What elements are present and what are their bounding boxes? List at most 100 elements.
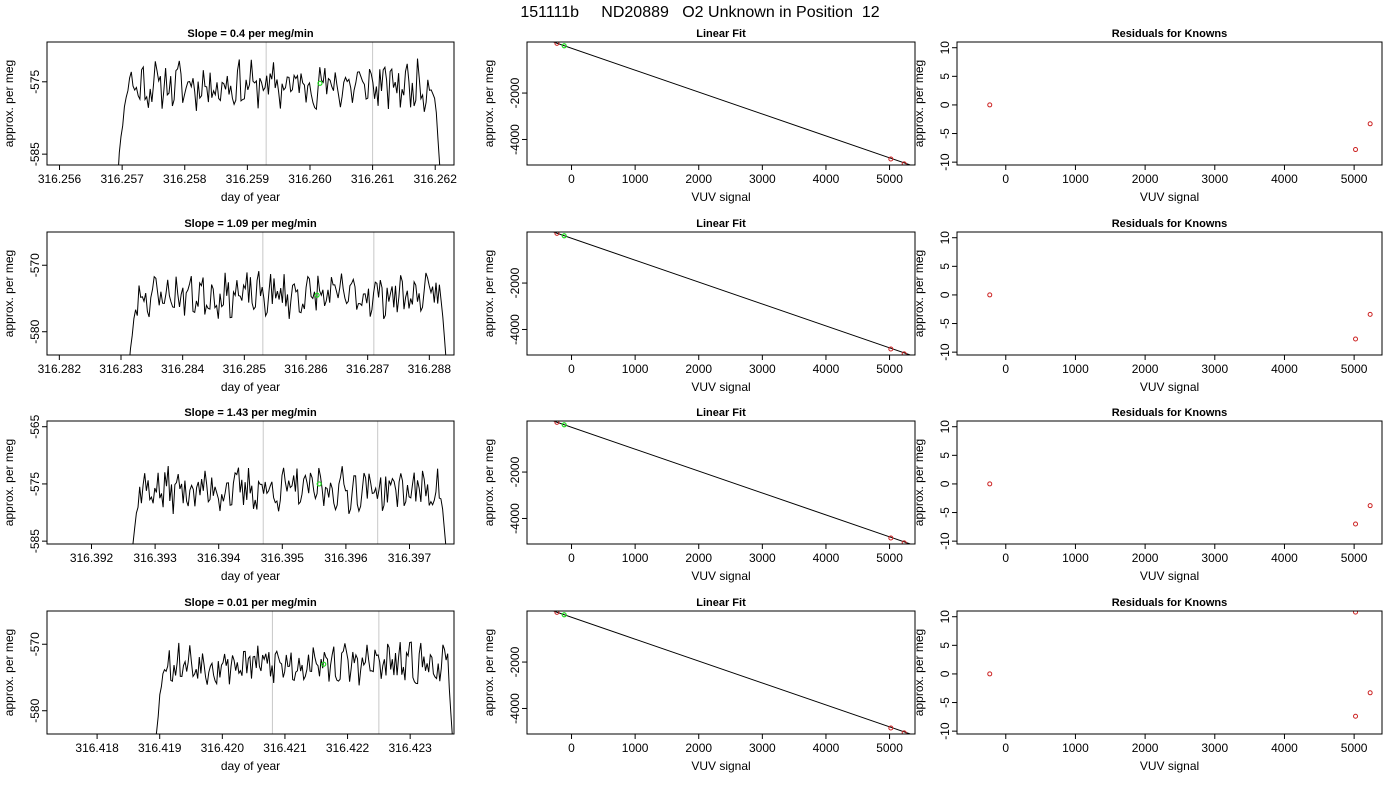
signal-trace — [118, 58, 441, 165]
panel-r4c2: Linear Fit 0 1000 2000 3000 4000 5000 -2000 -400… — [482, 597, 916, 773]
x-tick-label: 2000 — [1132, 551, 1159, 565]
known-point — [888, 725, 894, 731]
x-axis-label: VUV signal — [691, 759, 750, 773]
plot-frame — [46, 610, 455, 735]
known-point — [987, 671, 993, 677]
x-tick-label: 4000 — [813, 551, 840, 565]
x-tick-label: 4000 — [1271, 172, 1298, 186]
x-axis-label: day of year — [221, 380, 280, 394]
panel-title: Slope = 0.01 per meg/min — [184, 597, 317, 609]
plot-area — [551, 232, 912, 355]
x-tick-label: 1000 — [622, 551, 649, 565]
plot-area — [987, 102, 1373, 153]
x-tick-label: 0 — [1002, 172, 1009, 186]
x-tick-label: 0 — [1002, 741, 1009, 755]
y-tick-label: -5 — [938, 318, 952, 329]
known-point — [554, 232, 560, 236]
plot-frame — [46, 420, 455, 545]
y-axis-label: approx. per meg — [2, 439, 16, 526]
y-tick-label: -10 — [938, 722, 952, 740]
x-tick-label: 2000 — [1132, 741, 1159, 755]
x-axis-label: VUV signal — [691, 569, 750, 583]
panel-r2c2: Linear Fit 0 1000 2000 3000 4000 5000 -2000 -400… — [482, 218, 916, 394]
x-tick-label: 316.283 — [99, 362, 143, 376]
y-tick-label: -4000 — [508, 124, 522, 155]
x-axis-label: day of year — [221, 759, 280, 773]
x-tick-label: 1000 — [1062, 741, 1089, 755]
x-tick-label: 316.418 — [75, 741, 119, 755]
plot-frame — [526, 610, 916, 735]
y-tick-label: -580 — [28, 319, 42, 343]
known-point — [987, 102, 993, 108]
x-tick-label: 316.282 — [38, 362, 82, 376]
x-tick-label: 2000 — [685, 172, 712, 186]
known-point — [901, 351, 907, 355]
unknown-point — [561, 422, 567, 428]
x-tick-label: 5000 — [876, 362, 903, 376]
x-tick-label: 316.288 — [408, 362, 452, 376]
plot-area — [551, 611, 912, 734]
y-tick-label: 10 — [938, 231, 952, 245]
x-tick-label: 2000 — [685, 362, 712, 376]
unknown-point — [317, 80, 323, 86]
y-axis-label: approx. per meg — [482, 250, 496, 337]
plot-area — [551, 421, 912, 544]
known-point — [901, 161, 907, 165]
x-tick-label: 316.261 — [351, 172, 395, 186]
x-tick-label: 0 — [568, 551, 575, 565]
x-tick-label: 316.395 — [261, 551, 305, 565]
panel-title: Residuals for Knowns — [1112, 597, 1228, 609]
figure-title: 151111b ND20889 O2 Unknown in Position 1… — [520, 4, 880, 21]
fit-line — [551, 42, 912, 165]
x-tick-label: 316.423 — [388, 741, 432, 755]
x-tick-label: 1000 — [1062, 172, 1089, 186]
y-tick-label: -4000 — [508, 314, 522, 345]
x-tick-label: 0 — [1002, 362, 1009, 376]
x-tick-label: 0 — [568, 362, 575, 376]
x-tick-label: 3000 — [1201, 172, 1228, 186]
y-tick-label: -570 — [28, 632, 42, 656]
panel-title: Residuals for Knowns — [1112, 28, 1228, 40]
x-tick-label: 3000 — [749, 172, 776, 186]
unknown-point — [321, 661, 327, 667]
y-tick-label: -10 — [938, 153, 952, 171]
y-tick-label: -585 — [28, 142, 42, 166]
plot-frame — [46, 41, 455, 166]
y-axis-label: approx. per meg — [912, 629, 926, 716]
known-point — [1367, 121, 1373, 127]
y-tick-label: -585 — [28, 529, 42, 553]
x-axis-label: VUV signal — [691, 380, 750, 394]
y-tick-label: 0 — [938, 670, 952, 677]
plot-frame — [46, 231, 455, 356]
x-tick-label: 2000 — [1132, 172, 1159, 186]
known-point — [901, 540, 907, 544]
signal-trace — [129, 271, 447, 355]
y-tick-label: -2000 — [508, 646, 522, 677]
y-axis-label: approx. per meg — [912, 60, 926, 147]
x-tick-label: 4000 — [813, 741, 840, 755]
x-tick-label: 316.286 — [284, 362, 328, 376]
y-axis-label: approx. per meg — [2, 60, 16, 147]
unknown-point — [561, 612, 567, 618]
y-tick-label: -575 — [28, 69, 42, 93]
panel-r4c3: Residuals for Knowns 0 1000 2000 3000 4000 500… — [912, 597, 1383, 773]
plot-area — [987, 611, 1373, 719]
x-axis-label: VUV signal — [691, 190, 750, 204]
panel-title: Linear Fit — [696, 218, 746, 230]
panel-title: Slope = 0.4 per meg/min — [187, 28, 314, 40]
y-tick-label: 10 — [938, 41, 952, 55]
x-tick-label: 3000 — [749, 551, 776, 565]
x-tick-label: 316.259 — [226, 172, 270, 186]
panel-r3c3: Residuals for Knowns 0 1000 2000 3000 4000 500… — [912, 407, 1383, 583]
y-tick-label: 10 — [938, 420, 952, 434]
y-tick-label: 0 — [938, 101, 952, 108]
y-tick-label: -2000 — [508, 267, 522, 298]
x-tick-label: 316.422 — [326, 741, 370, 755]
x-tick-label: 4000 — [1271, 741, 1298, 755]
known-point — [1353, 521, 1359, 527]
x-tick-label: 316.394 — [197, 551, 241, 565]
x-tick-label: 3000 — [1201, 551, 1228, 565]
y-tick-label: -2000 — [508, 456, 522, 487]
x-tick-label: 5000 — [1341, 741, 1368, 755]
x-tick-label: 316.262 — [414, 172, 458, 186]
